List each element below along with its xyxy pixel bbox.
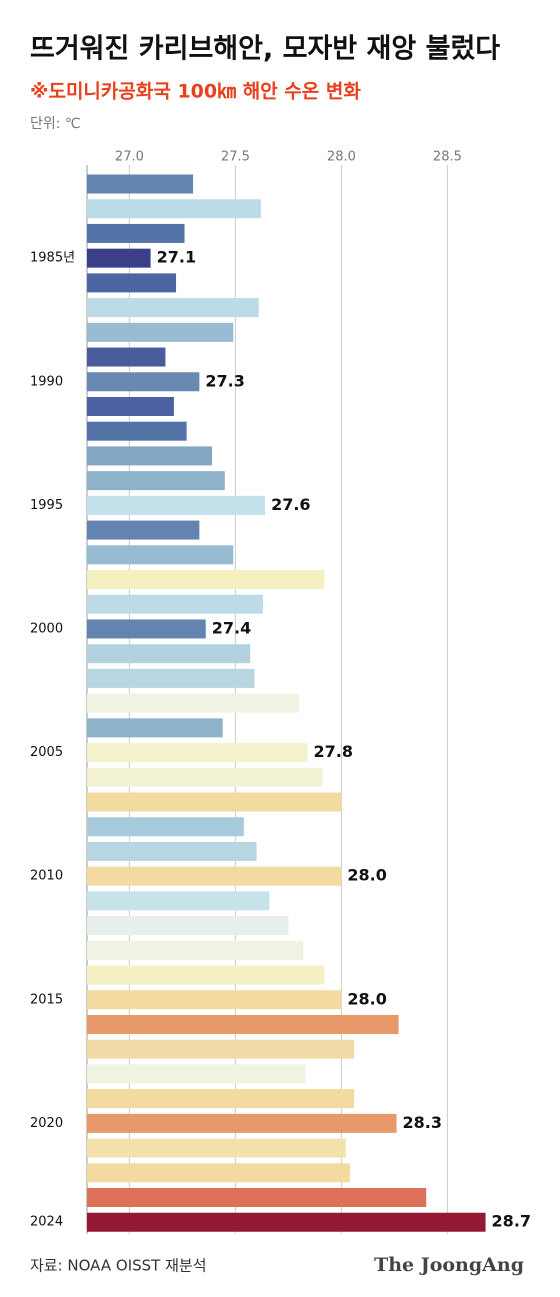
value-label: 27.1 [157, 248, 196, 267]
y-tick-label: 2005 [30, 745, 63, 760]
bar [87, 693, 299, 713]
bar [87, 891, 270, 911]
bar [87, 520, 200, 540]
bar [87, 916, 289, 936]
bar [87, 767, 323, 787]
bar [87, 940, 304, 960]
bar [87, 396, 174, 416]
source: 자료: NOAA OISST 재분석 [30, 1257, 207, 1275]
bar [87, 1163, 350, 1183]
bar [87, 1113, 397, 1133]
bar [87, 174, 193, 194]
bar [87, 718, 223, 738]
bar [87, 644, 251, 664]
bar [87, 446, 213, 466]
bar [87, 495, 266, 515]
bar [87, 990, 342, 1010]
y-tick-label: 2000 [30, 621, 63, 636]
unit-label: 단위: ℃ [30, 116, 81, 132]
x-tick-label: 28.0 [327, 150, 356, 165]
bar [87, 421, 187, 441]
bar [87, 273, 177, 293]
bar [87, 1014, 399, 1034]
bar [87, 545, 234, 565]
bar [87, 248, 151, 268]
value-label: 28.7 [492, 1212, 531, 1231]
bar [87, 1188, 427, 1208]
y-tick-label: 1985년 [30, 251, 75, 266]
bar [87, 322, 234, 342]
value-label: 27.8 [313, 742, 352, 761]
value-label: 27.4 [212, 618, 251, 637]
bar [87, 1039, 355, 1059]
bar [87, 668, 255, 688]
value-label: 28.3 [403, 1113, 442, 1132]
x-tick-label: 27.0 [115, 150, 144, 165]
bar [87, 1212, 486, 1232]
bar [87, 1138, 346, 1158]
bar [87, 570, 325, 590]
y-tick-label: 2010 [30, 869, 63, 884]
bar [87, 372, 200, 392]
bar [87, 1064, 306, 1084]
value-label: 27.6 [271, 495, 310, 514]
y-tick-label: 2020 [30, 1116, 63, 1131]
bar [87, 347, 166, 367]
bar [87, 743, 308, 763]
bar [87, 965, 325, 985]
y-tick-label: 1990 [30, 374, 63, 389]
value-label: 28.0 [347, 989, 386, 1008]
bar [87, 866, 342, 886]
bar [87, 1089, 355, 1109]
bar [87, 619, 206, 639]
bar [87, 841, 257, 861]
bar [87, 223, 185, 243]
value-label: 28.0 [347, 866, 386, 885]
x-tick-label: 27.5 [221, 150, 250, 165]
x-tick-label: 28.5 [433, 150, 462, 165]
brand: The JoongAng [374, 1254, 524, 1276]
y-tick-label: 2015 [30, 992, 63, 1007]
bar [87, 199, 261, 219]
value-label: 27.3 [205, 371, 244, 390]
y-tick-label: 1995 [30, 498, 63, 513]
bar [87, 594, 263, 614]
y-tick-label: 2024 [30, 1215, 63, 1230]
bar [87, 817, 244, 837]
bar [87, 298, 259, 318]
bar [87, 471, 225, 491]
chart-subtitle: ※도미니카공화국 100㎞ 해안 수온 변화 [30, 81, 361, 103]
bar [87, 792, 342, 812]
chart-title: 뜨거워진 카리브해안, 모자반 재앙 불렀다 [30, 34, 500, 65]
